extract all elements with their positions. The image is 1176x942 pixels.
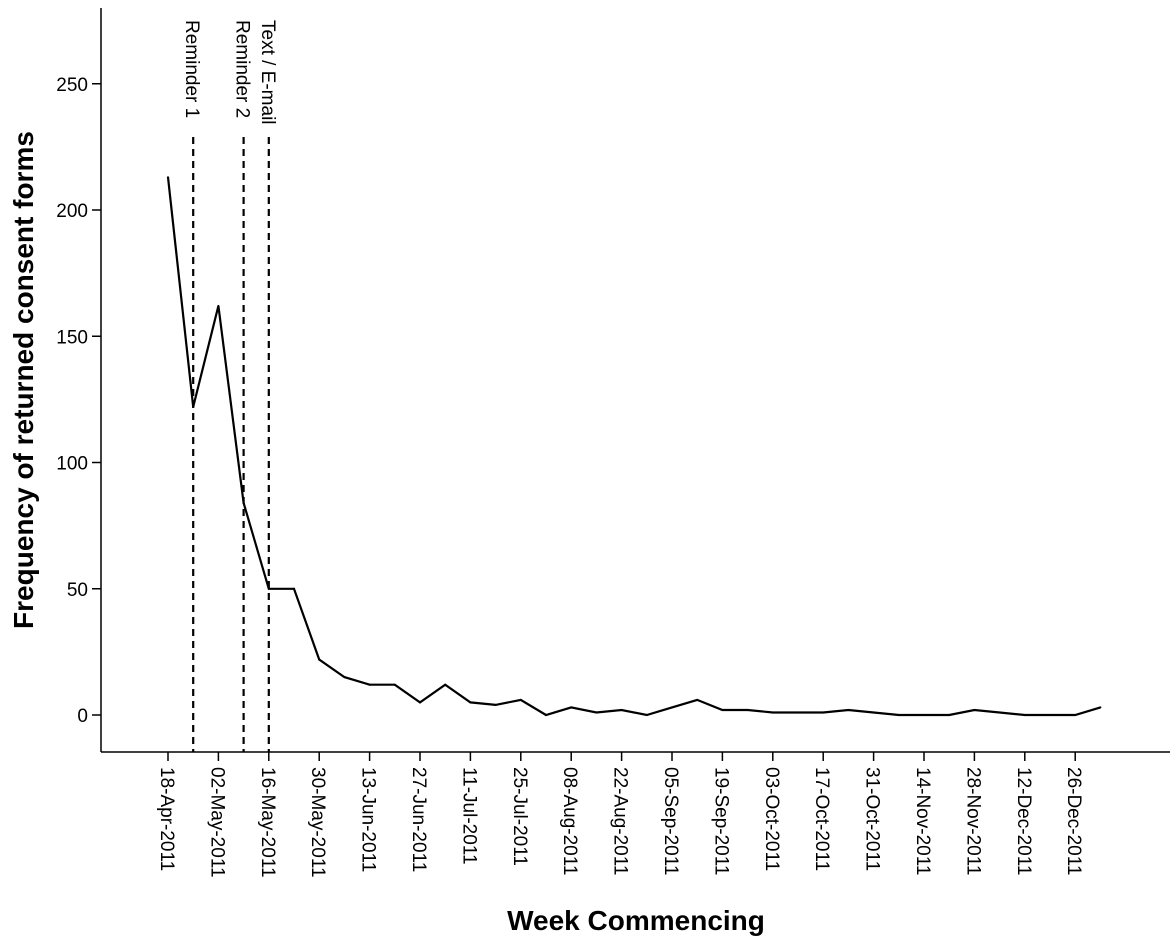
series-line — [166, 177, 1101, 717]
series — [166, 176, 1102, 717]
data-point — [620, 709, 623, 711]
data-point — [1074, 714, 1077, 716]
data-point — [192, 405, 195, 408]
axes — [100, 8, 1170, 753]
data-point — [948, 714, 951, 716]
x-tick-label: 16-May-2011 — [257, 767, 278, 878]
data-point — [671, 706, 673, 709]
data-point — [1049, 714, 1051, 716]
data-point — [217, 304, 220, 307]
x-tick-label: 14-Nov-2011 — [912, 767, 933, 875]
x-tick-label: 18-Apr-2011 — [156, 767, 177, 871]
x-tick-label: 31-Oct-2011 — [862, 767, 883, 871]
ticks: 0 50 100 150 200 250 18-Apr-2011 02-May-2011 16-… — [56, 75, 1084, 878]
annotation-label: Reminder 1 — [181, 20, 202, 118]
data-point — [293, 587, 295, 590]
x-tick-label: 11-Jul-2011 — [458, 767, 479, 865]
data-point — [595, 711, 598, 714]
data-point — [872, 711, 875, 714]
x-tick-label: 27-Jun-2011 — [408, 767, 429, 872]
y-tick-label: 150 — [56, 327, 88, 348]
data-point — [696, 698, 699, 701]
data-point — [570, 706, 573, 709]
data-point — [797, 711, 799, 714]
x-tick-label: 28-Nov-2011 — [962, 767, 983, 875]
x-tick-label: 05-Sep-2011 — [660, 767, 681, 875]
data-point — [545, 714, 547, 716]
x-tick-label: 25-Jul-2011 — [509, 767, 530, 866]
data-point — [746, 709, 749, 711]
annotation-label: Reminder 2 — [232, 20, 253, 118]
x-tick-label: 22-Aug-2011 — [610, 767, 631, 875]
data-point — [494, 703, 497, 706]
y-tick-label: 200 — [56, 201, 88, 222]
x-tick-label: 12-Dec-2011 — [1013, 767, 1034, 875]
x-tick-label: 13-Jun-2011 — [358, 767, 379, 872]
data-point — [343, 676, 346, 679]
x-tick-label: 19-Sep-2011 — [710, 767, 731, 875]
data-point — [1023, 714, 1026, 716]
data-point — [645, 714, 648, 716]
data-point — [419, 701, 421, 704]
y-tick-label: 250 — [56, 75, 88, 96]
data-point — [318, 658, 321, 661]
data-point — [393, 683, 396, 686]
data-point — [847, 709, 850, 711]
data-point — [973, 709, 976, 711]
data-point — [368, 683, 371, 686]
data-point — [267, 587, 270, 590]
data-point — [1099, 706, 1102, 709]
data-point — [721, 709, 724, 711]
x-tick-label: 17-Oct-2011 — [811, 767, 832, 871]
y-tick-label: 100 — [56, 454, 88, 475]
data-point — [444, 683, 447, 686]
x-tick-label: 30-May-2011 — [307, 767, 328, 878]
x-tick-label: 02-May-2011 — [206, 767, 227, 878]
x-tick-label: 26-Dec-2011 — [1063, 767, 1084, 875]
annotation-label: Text / E-mail — [257, 20, 278, 125]
data-point — [519, 698, 522, 701]
data-point — [167, 176, 169, 179]
y-tick-label: 50 — [67, 580, 88, 601]
x-tick-label: 03-Oct-2011 — [761, 767, 782, 871]
data-point — [897, 714, 900, 716]
x-axis-title: Week Commencing — [507, 905, 765, 936]
data-point — [469, 701, 472, 704]
annotations: Reminder 1 Reminder 2 Text / E-mail — [181, 20, 278, 752]
x-tick-label: 08-Aug-2011 — [559, 767, 580, 875]
y-axis-title: Frequency of returned consent forms — [8, 131, 39, 629]
data-point — [923, 714, 925, 716]
y-tick-label: 0 — [77, 706, 88, 727]
data-point — [242, 501, 245, 504]
data-point — [998, 711, 1001, 714]
data-point — [822, 711, 825, 714]
data-point — [771, 711, 774, 714]
